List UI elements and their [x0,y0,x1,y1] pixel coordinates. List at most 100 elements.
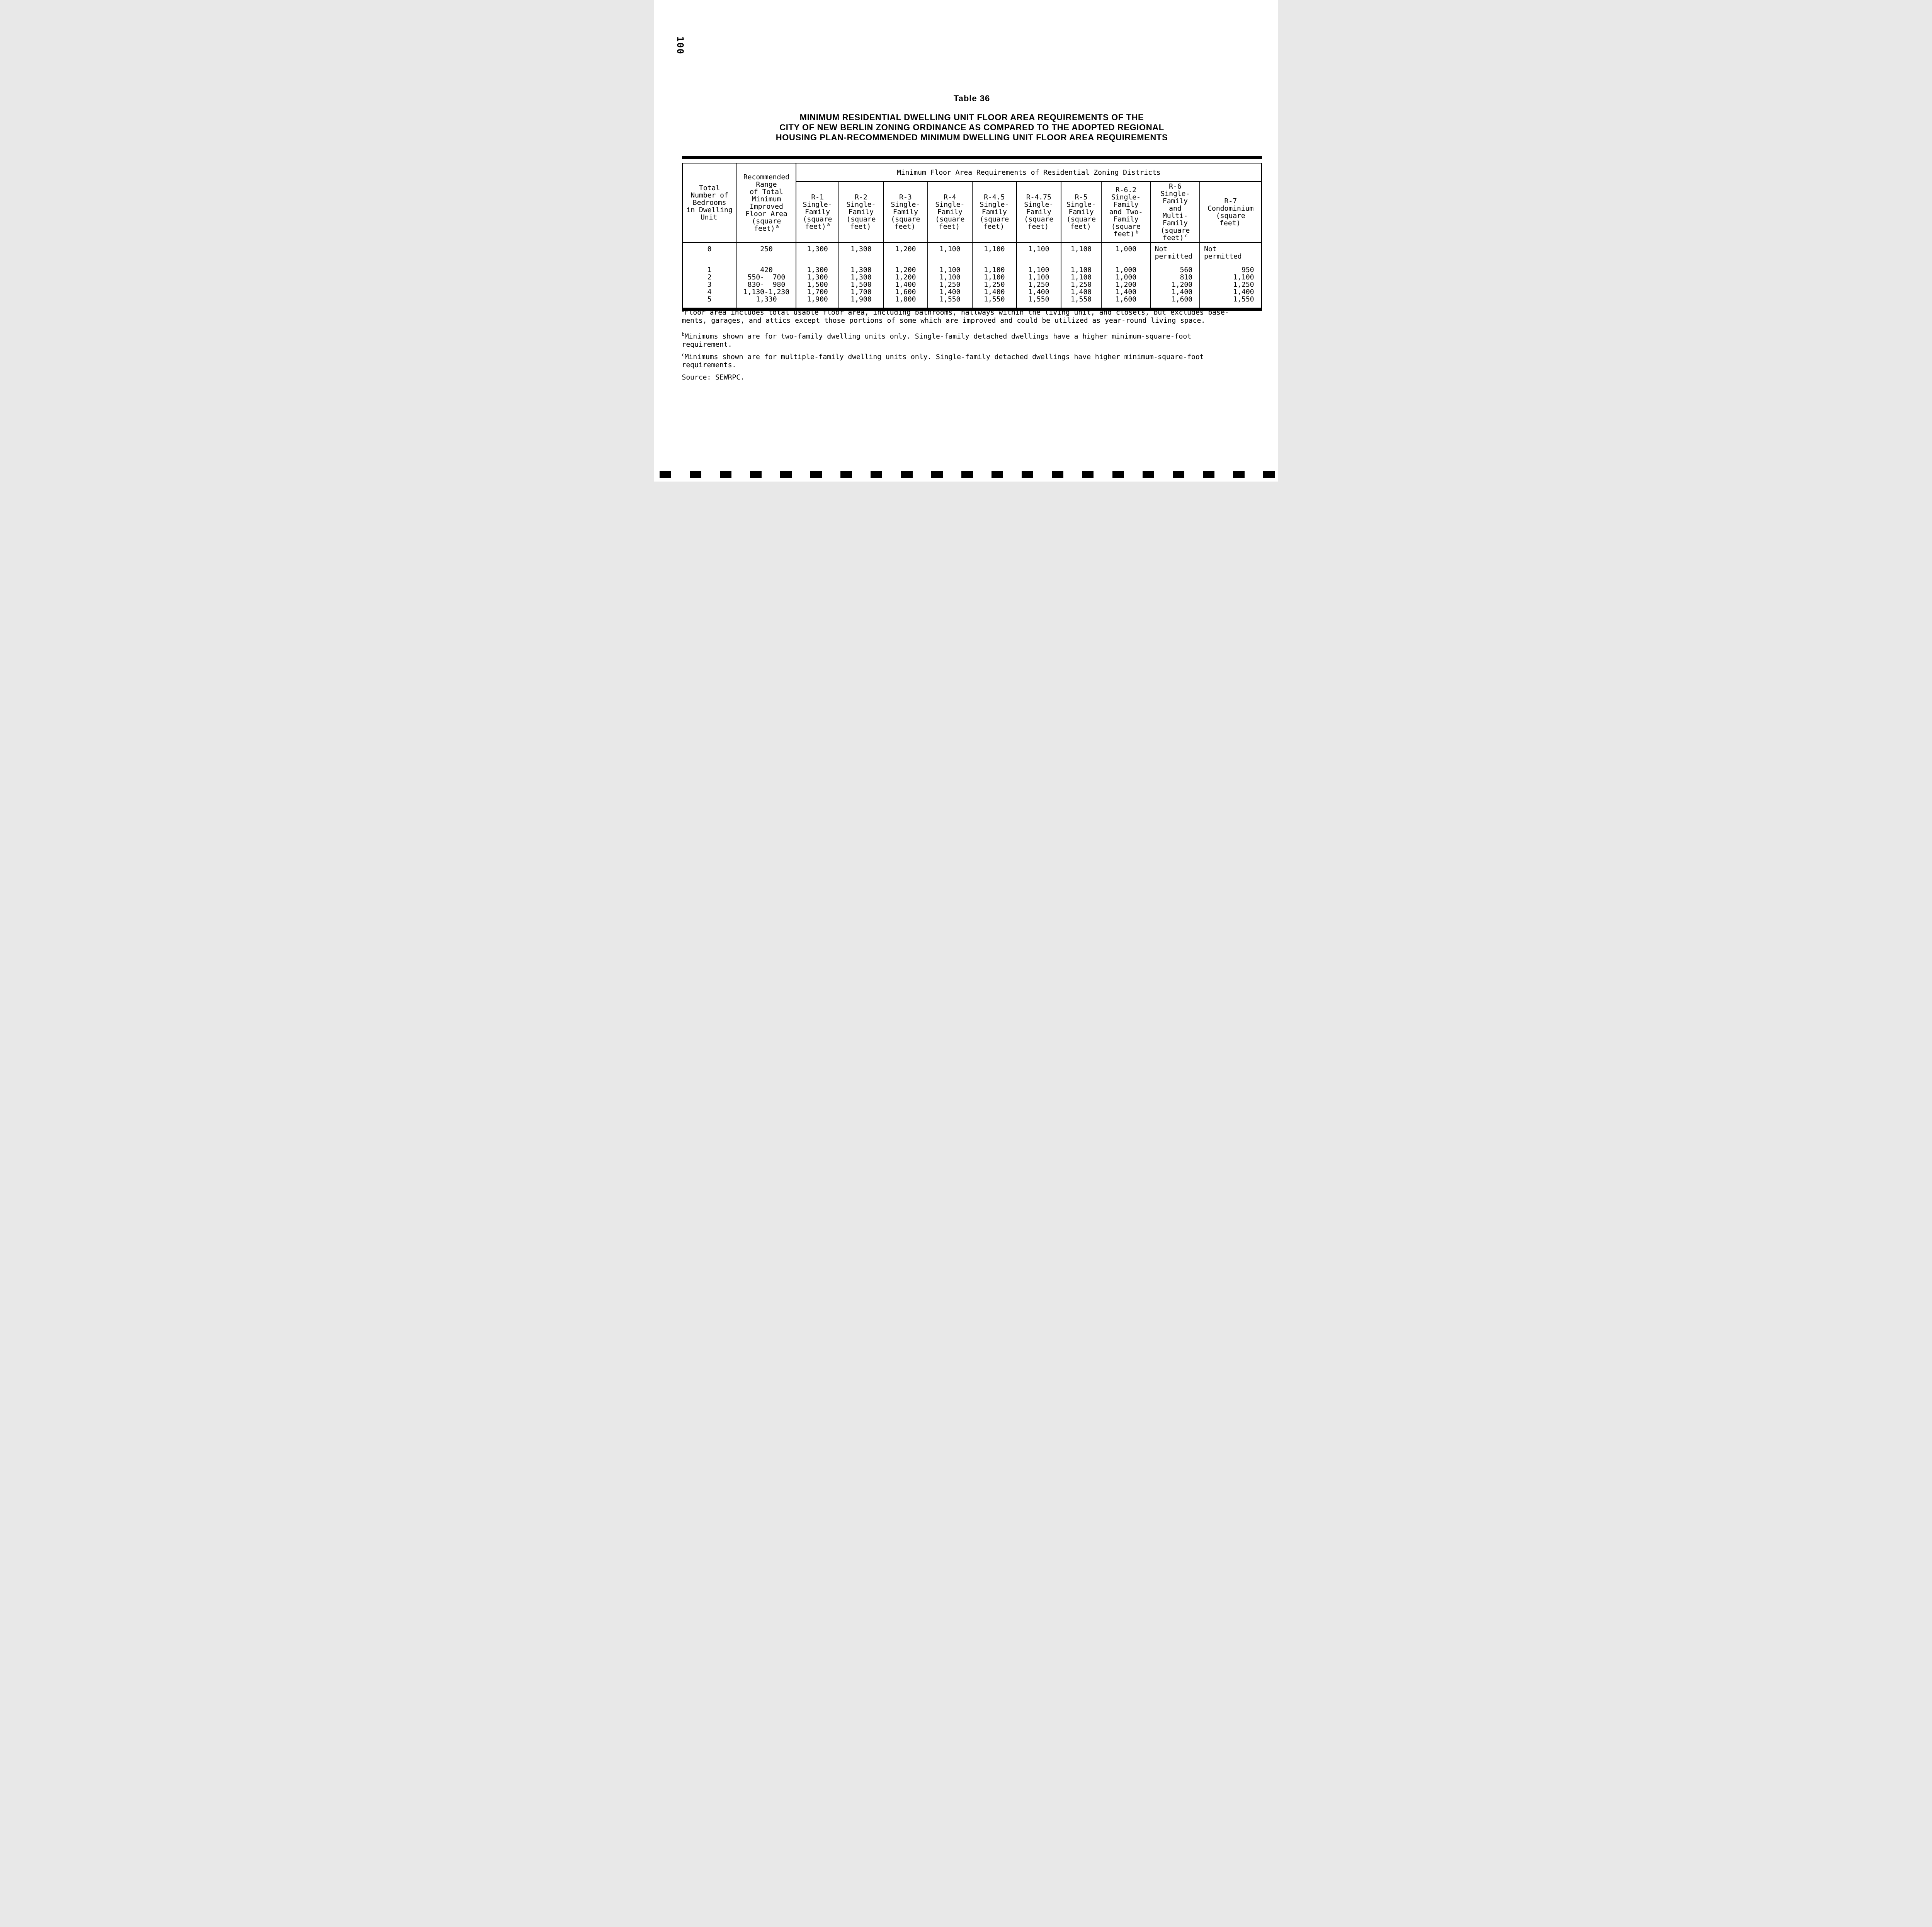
table-cell: 1,400 [883,281,928,288]
table-cell: 1,600 [1150,296,1200,309]
header-text: feet) b [1113,229,1139,238]
table-cell: 1,200 [1150,281,1200,288]
binding-mark [871,471,883,478]
header-text: feet) a [754,223,779,233]
table-cell: 1,100 [1060,274,1102,281]
header-r5: R-5 Single- Family (square feet) [1060,182,1102,243]
table-cell: 1,400 [927,288,972,296]
binding-mark [901,471,913,478]
footnote-c: cMinimums shown are for multiple-family … [682,352,1263,369]
table-cell: 550- 700 [736,274,796,281]
header-r2: R-2 Single- Family (square feet) [838,182,883,243]
title-line: CITY OF NEW BERLIN ZONING ORDINANCE AS C… [779,123,1164,132]
footnote-text: Minimums shown are for two-family dwelli… [682,332,1192,349]
binding-mark [840,471,852,478]
header-text: feet) [939,223,960,231]
header-text: feet) c [1163,233,1188,242]
binding-mark [750,471,762,478]
title-line: MINIMUM RESIDENTIAL DWELLING UNIT FLOOR … [799,112,1144,122]
table-cell: 1,200 [1101,281,1151,288]
table-row: 4 1,130-1,230 1,700 1,700 1,600 1,400 1,400 1,4… [682,288,1262,296]
header-row-districts: R-1 Single- Family (square feet) a R-2 Si… [682,182,1262,243]
table-cell: 560 [1150,266,1200,274]
header-row-span: Total Number of Bedrooms in Dwelling Uni… [682,163,1262,243]
table-cell: 2 [707,273,712,281]
table-row: 2 550- 700 1,300 1,300 1,200 1,100 1,100 1,100 1… [682,274,1262,281]
header-text: R-5 Single- Family (square [1066,193,1096,223]
table-cell: 1,900 [838,296,883,309]
table-cell: 5 [707,295,712,303]
table-cell: 1,300 [796,274,839,281]
table-cell: 1,550 [1060,296,1102,309]
footnote-text: Floor area includes total usable floor a… [682,308,1229,325]
header-text: feet) [1219,219,1241,227]
binding-mark [1082,471,1094,478]
table-cell: 1,300 [838,274,883,281]
table-cell: 0 [707,245,712,253]
table-row: 3 830- 980 1,500 1,500 1,400 1,250 1,250 1,250 1… [682,281,1262,288]
table-cell: 1,800 [883,296,928,309]
table-caption: Table 36 [953,94,990,103]
footnote-marker: a [827,222,830,227]
table-cell: 1,200 [883,242,928,266]
table-cell: 1,100 [971,266,1017,274]
binding-mark [992,471,1003,478]
table-cell: 1,550 [1016,296,1061,309]
header-text: R-6.2 Single- Family and Two- Family (sq… [1109,186,1143,231]
table-row: 5 1,330 1,900 1,900 1,800 1,550 1,550 1,550 1,55… [682,296,1262,309]
header-text: feet) [1070,223,1091,231]
header-text: feet) a [805,222,830,231]
header-r6: R-6 Single- Family and Multi- Family (sq… [1150,182,1200,243]
binding-marks [659,470,1275,478]
table-cell: 1,130-1,230 [736,288,796,296]
binding-mark [1263,471,1275,478]
table-cell: 420 [736,266,796,274]
table-cell: 1,100 [1199,274,1262,281]
footnote-a: aFloor area includes total usable floor … [682,308,1263,325]
report-title: MINIMUM RESIDENTIAL DWELLING UNIT FLOOR … [682,112,1262,143]
footnote-b: bMinimums shown are for two-family dwell… [682,332,1263,349]
table-cell: 1,250 [1060,281,1102,288]
table-cell: 1,100 [1016,266,1061,274]
binding-mark [659,471,671,478]
table-cell: 1,600 [883,288,928,296]
binding-mark [961,471,973,478]
table-cell: 1,250 [927,281,972,288]
header-text: R-6 Single- Family and Multi- Family (sq… [1160,182,1190,235]
table-cell: 1,400 [1199,288,1262,296]
header-text: R-4.5 Single- Family (square [980,193,1009,223]
page-number: 100 [675,36,685,55]
table-cell: 1,550 [971,296,1017,309]
table-cell: 1,100 [1016,242,1061,266]
table-cell: 3 [707,281,712,289]
table-cell: 830- 980 [736,281,796,288]
table-cell: 1,100 [971,242,1017,266]
title-line: HOUSING PLAN-RECOMMENDED MINIMUM DWELLIN… [776,133,1168,142]
horizontal-rule [682,156,1262,159]
table-cell: 1,200 [883,266,928,274]
table-cell: 1,300 [796,266,839,274]
table-cell: 1,300 [796,242,839,266]
binding-mark [1203,471,1215,478]
table-cell: 1,250 [971,281,1017,288]
binding-mark [931,471,943,478]
header-recommended-range: Recommended Range of Total Minimum Impro… [736,163,796,243]
header-text: Total Number of Bedrooms in Dwelling [686,184,733,214]
table-cell: 1,500 [838,281,883,288]
table-cell: 810 [1150,274,1200,281]
floor-area-requirements-table: Total Number of Bedrooms in Dwelling Uni… [682,163,1262,311]
header-text: R-4 Single- Family (square [935,193,965,223]
binding-mark [1142,471,1154,478]
binding-mark [810,471,822,478]
header-text: R-2 Single- Family (square [846,193,876,223]
table-cell: 1,000 [1101,274,1151,281]
table-cell: Not permitted [1150,242,1200,266]
binding-mark [1112,471,1124,478]
header-text: feet) [850,223,871,231]
table-cell: 1,100 [927,266,972,274]
table-cell: 1,100 [1060,266,1102,274]
table-cell: 1,400 [1150,288,1200,296]
header-text: R-3 Single- Family (square [891,193,920,223]
header-bedrooms: Total Number of Bedrooms in Dwelling Uni… [682,163,737,243]
header-r3: R-3 Single- Family (square feet) [883,182,928,243]
